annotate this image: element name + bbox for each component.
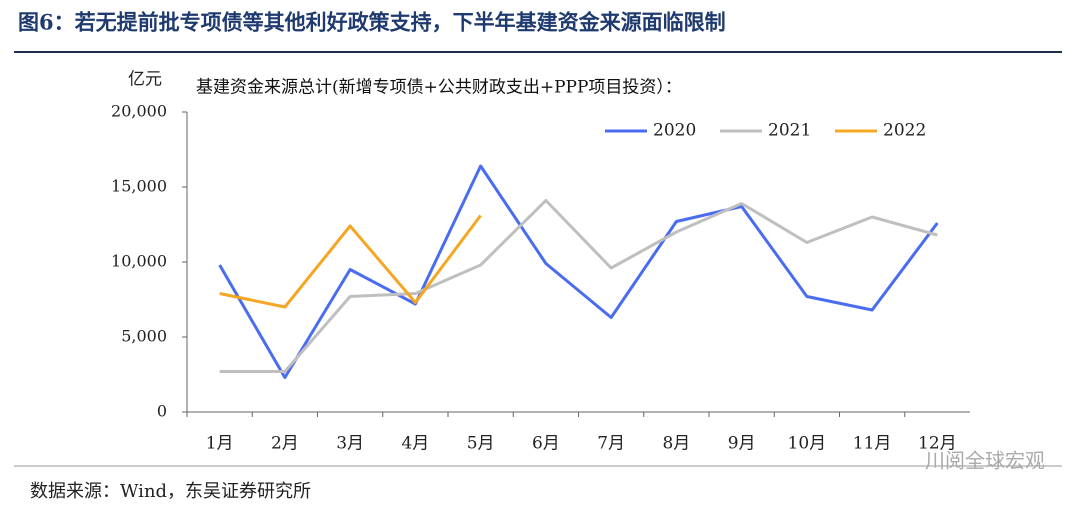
y-tick-label: 5,000 [121, 327, 167, 346]
x-tick-label: 1月 [206, 434, 234, 454]
x-tick-label: 10月 [788, 434, 827, 454]
legend-label: 2022 [883, 121, 926, 141]
y-tick-label: 0 [157, 402, 167, 421]
x-tick-label: 2月 [271, 434, 299, 454]
y-axis-label: 亿元 [128, 70, 162, 90]
x-tick-label: 8月 [662, 434, 690, 454]
series-line [219, 199, 938, 373]
series-line [218, 164, 939, 379]
x-tick-label: 12月 [918, 434, 957, 454]
series-line [219, 214, 482, 309]
legend-label: 2020 [653, 121, 696, 141]
watermark: 川阅全球宏观 [925, 449, 1045, 473]
x-tick-label: 4月 [401, 434, 429, 454]
x-tick-label: 11月 [853, 434, 892, 454]
x-tick-label: 9月 [728, 434, 756, 454]
x-tick-label: 6月 [532, 434, 560, 454]
y-tick-label: 15,000 [111, 177, 167, 196]
x-tick-label: 7月 [597, 434, 625, 454]
y-tick-label: 10,000 [111, 252, 167, 271]
x-tick-label: 3月 [336, 434, 364, 454]
legend-label: 2021 [768, 121, 811, 141]
y-tick-label: 20,000 [111, 102, 167, 121]
x-tick-label: 5月 [467, 434, 495, 454]
figure-title: 图6：若无提前批专项债等其他利好政策支持，下半年基建资金来源面临限制 [18, 10, 726, 35]
source: 数据来源：Wind，东吴证券研究所 [30, 481, 311, 502]
chart-title: 基建资金来源总计(新增专项债+公共财政支出+PPP项目投资）： [196, 78, 682, 98]
